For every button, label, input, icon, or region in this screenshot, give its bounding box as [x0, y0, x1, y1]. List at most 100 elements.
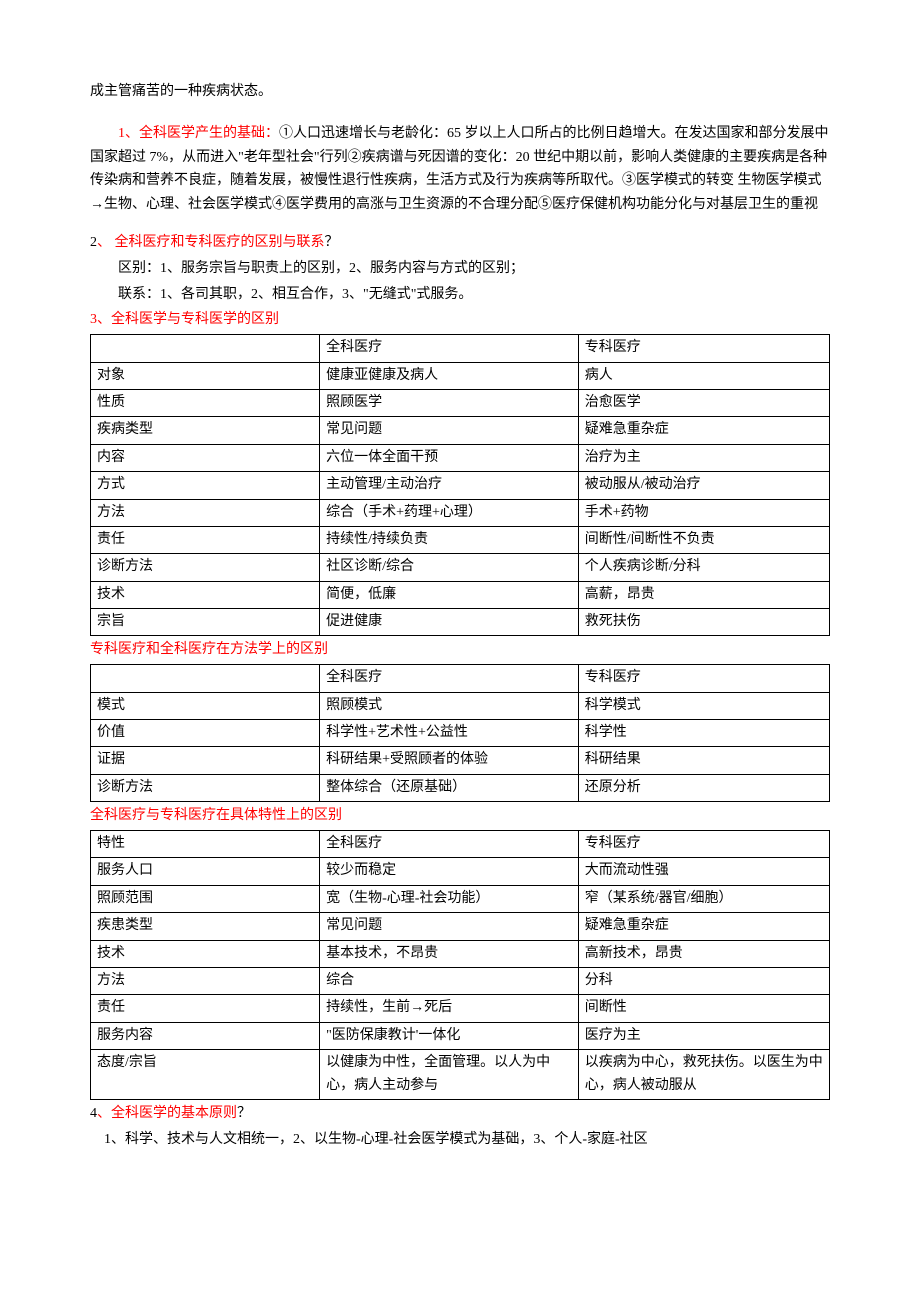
table-cell: 救死扶伤	[578, 609, 829, 636]
table-cell: 六位一体全面干预	[320, 444, 579, 471]
table-cell: 照顾医学	[320, 389, 579, 416]
table-row: 性质照顾医学治愈医学	[91, 389, 830, 416]
table-cell	[91, 335, 320, 362]
table-cell: 全科医疗	[320, 665, 579, 692]
table-cell: 宽（生物-心理-社会功能）	[320, 885, 579, 912]
table-cell: 态度/宗旨	[91, 1050, 320, 1100]
section-2-label: 、 全科医疗和专科医疗的区别与联系	[97, 235, 325, 250]
table-cell: 方法	[91, 967, 320, 994]
table-cell: 以疾病为中心，救死扶伤。以医生为中心，病人被动服从	[578, 1050, 829, 1100]
table-cell: 主动管理/主动治疗	[320, 472, 579, 499]
table-cell: 服务人口	[91, 858, 320, 885]
table-3: 特性 全科医疗 专科医疗 服务人口较少而稳定大而流动性强 照顾范围宽（生物-心理…	[90, 830, 830, 1100]
table-row: 方式主动管理/主动治疗被动服从/被动治疗	[91, 472, 830, 499]
table-row: 方法综合分科	[91, 967, 830, 994]
table-cell: 疾病类型	[91, 417, 320, 444]
table-cell: "医防保康教计'一体化	[320, 1022, 579, 1049]
table-2-label: 专科医疗和全科医疗在方法学上的区别	[90, 642, 328, 657]
table-row: 服务人口较少而稳定大而流动性强	[91, 858, 830, 885]
table-cell: 高新技术，昂贵	[578, 940, 829, 967]
section-2-line2: 联系：1、各司其职，2、相互合作，3、"无缝式"式服务。	[118, 283, 830, 307]
intro-tail: 成主管痛苦的一种疾病状态。	[90, 80, 830, 104]
table-cell: 特性	[91, 831, 320, 858]
table-cell	[91, 665, 320, 692]
table-row: 特性 全科医疗 专科医疗	[91, 831, 830, 858]
table-cell: 证据	[91, 747, 320, 774]
table-row: 疾患类型常见问题疑难急重杂症	[91, 913, 830, 940]
table-cell: 病人	[578, 362, 829, 389]
table-cell: 照顾范围	[91, 885, 320, 912]
table-3-label: 全科医疗与专科医疗在具体特性上的区别	[90, 808, 342, 823]
table-cell: 疑难急重杂症	[578, 417, 829, 444]
table-cell: 治疗为主	[578, 444, 829, 471]
table-cell: 价值	[91, 720, 320, 747]
table-cell: 整体综合（还原基础）	[320, 774, 579, 801]
table-cell: 科研结果+受照顾者的体验	[320, 747, 579, 774]
table-row: 宗旨促进健康救死扶伤	[91, 609, 830, 636]
table-cell: 诊断方法	[91, 554, 320, 581]
table-2: 全科医疗 专科医疗 模式照顾模式科学模式 价值科学性+艺术性+公益性科学性 证据…	[90, 664, 830, 802]
table-cell: 健康亚健康及病人	[320, 362, 579, 389]
table-cell: 社区诊断/综合	[320, 554, 579, 581]
table-cell: 窄（某系统/器官/细胞）	[578, 885, 829, 912]
table-cell: 内容	[91, 444, 320, 471]
table-row: 方法综合（手术+药理+心理）手术+药物	[91, 499, 830, 526]
table-cell: 疑难急重杂症	[578, 913, 829, 940]
table-cell: 分科	[578, 967, 829, 994]
section-3-label: 3、全科医学与专科医学的区别	[90, 312, 279, 327]
table-2-title: 专科医疗和全科医疗在方法学上的区别	[90, 638, 830, 662]
table-cell: 技术	[91, 940, 320, 967]
table-cell: 间断性/间断性不负责	[578, 526, 829, 553]
table-3-title: 全科医疗与专科医疗在具体特性上的区别	[90, 804, 830, 828]
table-row: 诊断方法社区诊断/综合个人疾病诊断/分科	[91, 554, 830, 581]
table-cell: 全科医疗	[320, 335, 579, 362]
table-cell: 专科医疗	[578, 831, 829, 858]
table-row: 服务内容"医防保康教计'一体化医疗为主	[91, 1022, 830, 1049]
table-cell: 高薪，昂贵	[578, 581, 829, 608]
section-2-title: 2、 全科医疗和专科医疗的区别与联系？	[90, 231, 830, 255]
table-cell: 常见问题	[320, 913, 579, 940]
table-row: 证据科研结果+受照顾者的体验科研结果	[91, 747, 830, 774]
table-cell: 技术	[91, 581, 320, 608]
table-cell: 服务内容	[91, 1022, 320, 1049]
table-cell: 治愈医学	[578, 389, 829, 416]
table-cell: 简便，低廉	[320, 581, 579, 608]
table-cell: 持续性/持续负责	[320, 526, 579, 553]
section-4-line1: 1、科学、技术与人文相统一，2、以生物-心理-社会医学模式为基础，3、个人-家庭…	[104, 1128, 830, 1152]
table-cell: 诊断方法	[91, 774, 320, 801]
table-cell: 责任	[91, 526, 320, 553]
table-row: 全科医疗 专科医疗	[91, 335, 830, 362]
table-cell: 科学性+艺术性+公益性	[320, 720, 579, 747]
table-row: 对象健康亚健康及病人病人	[91, 362, 830, 389]
section-3-title: 3、全科医学与专科医学的区别	[90, 308, 830, 332]
table-row: 疾病类型常见问题疑难急重杂症	[91, 417, 830, 444]
table-cell: 宗旨	[91, 609, 320, 636]
table-cell: 以健康为中性，全面管理。以人为中心，病人主动参与	[320, 1050, 579, 1100]
table-cell: 照顾模式	[320, 692, 579, 719]
table-row: 责任持续性，生前→死后间断性	[91, 995, 830, 1022]
table-cell: 性质	[91, 389, 320, 416]
table-cell: 手术+药物	[578, 499, 829, 526]
table-row: 责任持续性/持续负责间断性/间断性不负责	[91, 526, 830, 553]
table-cell: 综合	[320, 967, 579, 994]
table-cell: 专科医疗	[578, 335, 829, 362]
section-1-label: 1、全科医学产生的基础：	[118, 126, 279, 141]
table-cell: 医疗为主	[578, 1022, 829, 1049]
table-cell: 责任	[91, 995, 320, 1022]
table-cell: 专科医疗	[578, 665, 829, 692]
table-cell: 疾患类型	[91, 913, 320, 940]
table-1: 全科医疗 专科医疗 对象健康亚健康及病人病人 性质照顾医学治愈医学 疾病类型常见…	[90, 334, 830, 636]
table-cell: 模式	[91, 692, 320, 719]
table-cell: 持续性，生前→死后	[320, 995, 579, 1022]
table-cell: 被动服从/被动治疗	[578, 472, 829, 499]
section-1: 1、全科医学产生的基础：①人口迅速增长与老龄化：65 岁以上人口所占的比例日趋增…	[90, 122, 830, 217]
table-row: 模式照顾模式科学模式	[91, 692, 830, 719]
table-cell: 方法	[91, 499, 320, 526]
table-cell: 还原分析	[578, 774, 829, 801]
table-cell: 科研结果	[578, 747, 829, 774]
section-2-num: 2	[90, 235, 97, 250]
table-row: 照顾范围宽（生物-心理-社会功能）窄（某系统/器官/细胞）	[91, 885, 830, 912]
table-cell: 大而流动性强	[578, 858, 829, 885]
section-4-title: 4、全科医学的基本原则？	[90, 1102, 830, 1126]
table-row: 诊断方法整体综合（还原基础）还原分析	[91, 774, 830, 801]
